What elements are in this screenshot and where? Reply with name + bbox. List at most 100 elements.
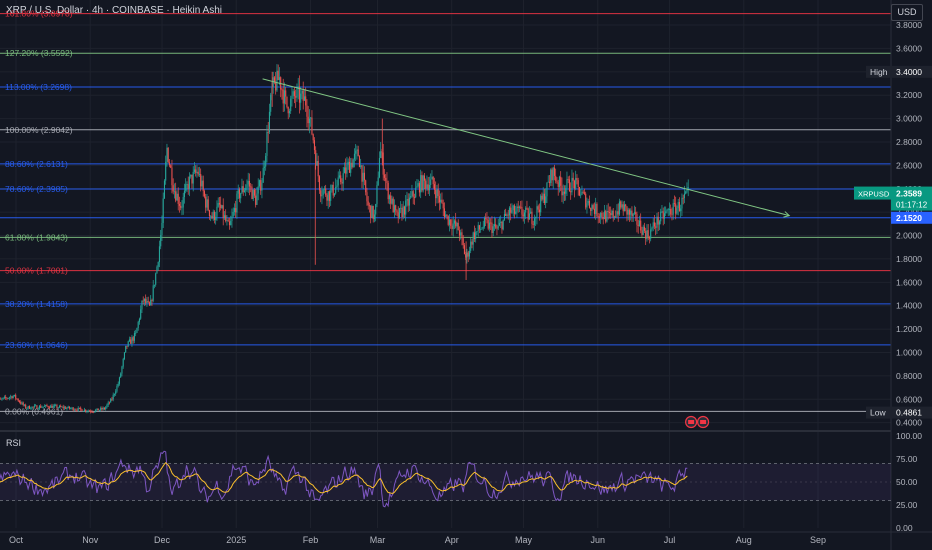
candle-body [73,409,76,411]
candle-body [291,95,293,99]
candle-body [511,210,513,213]
candle-body [61,406,63,408]
candle-body [140,309,142,319]
candle-body [12,395,14,399]
candle-body [188,176,191,189]
candle-body [220,204,222,209]
candle-body [528,213,531,220]
candle-body [81,409,83,412]
candle-body [298,86,301,103]
candle-body [403,206,406,215]
candle-body [312,134,314,141]
candle-body [383,174,386,178]
candle-body [51,405,53,408]
candle-body [576,178,578,181]
candle-body [460,232,462,236]
candle-body [572,177,574,181]
candle-body [145,298,147,304]
candle-body [623,204,626,212]
candle-body [483,217,486,227]
fib-level-label: 78.60% (2.3985) [5,184,68,194]
candle-body [636,214,638,225]
time-axis-label: Apr [445,535,459,545]
candle-body [121,366,123,374]
candle-body [432,176,434,185]
candle-body [115,391,117,394]
last-price-tag [891,186,932,211]
candle-body [368,205,371,207]
candle-body [50,405,52,408]
candle-body [63,407,66,409]
candle-body [425,180,427,189]
candle-body [600,212,602,218]
candle-body [102,407,104,410]
rsi-axis-tick: 50.00 [896,477,918,487]
candle-body [20,402,22,404]
candle-body [240,193,242,199]
candle-body [358,156,361,168]
candle-body [581,191,583,195]
candle-body [65,407,67,409]
candle-body [272,77,274,88]
candle-body [521,207,523,215]
fib-level-label: 0.00% (0.4961) [5,406,63,416]
candle-body [267,132,269,133]
candle-body [47,406,49,408]
candle-body [248,180,251,187]
candle-body [435,189,437,199]
candle-body [442,202,444,209]
candle-body [57,407,59,409]
candle-body [160,235,162,247]
candle-body [40,405,42,408]
candle-body [192,171,194,184]
candle-body [123,352,126,359]
candle-body [406,199,408,201]
candle-body [0,398,2,400]
candle-body [503,213,506,220]
candle-body [77,407,79,411]
candle-body [87,410,89,412]
candle-body [627,209,629,215]
candle-body [522,214,524,217]
candle-body [270,94,272,112]
candle-body [70,408,72,410]
candle-body [305,96,307,106]
candle-body [675,203,677,214]
candle-body [170,165,172,168]
candle-body [151,300,153,301]
candle-body [536,206,538,217]
candle-body [31,406,33,409]
candle-body [116,385,118,392]
candle-body [326,195,328,201]
candle-body [375,204,377,215]
candle-body [182,197,184,208]
candle-body [345,167,347,174]
candle-body [191,174,193,184]
candle-body [541,195,543,200]
candle-body [461,232,463,239]
candle-body [243,190,246,193]
candle-body [390,195,392,204]
candle-body [677,202,679,209]
candle-body [686,188,688,192]
candle-body [546,182,548,197]
candle-body [680,208,682,212]
candle-body [687,187,689,189]
candle-body [607,210,609,212]
candle-body [653,222,656,227]
candle-body [21,402,23,404]
candle-body [338,175,341,178]
candle-body [617,211,619,215]
candle-body [290,98,292,112]
candle-body [545,196,547,204]
currency-button[interactable]: USD [891,4,923,21]
candle-body [447,215,449,225]
candle-body [317,161,319,177]
candle-body [492,226,494,233]
candle-body [141,300,143,310]
extreme-price-tag [891,65,932,78]
candle-body [508,207,511,216]
candle-body [501,221,503,230]
candle-body [86,411,88,412]
